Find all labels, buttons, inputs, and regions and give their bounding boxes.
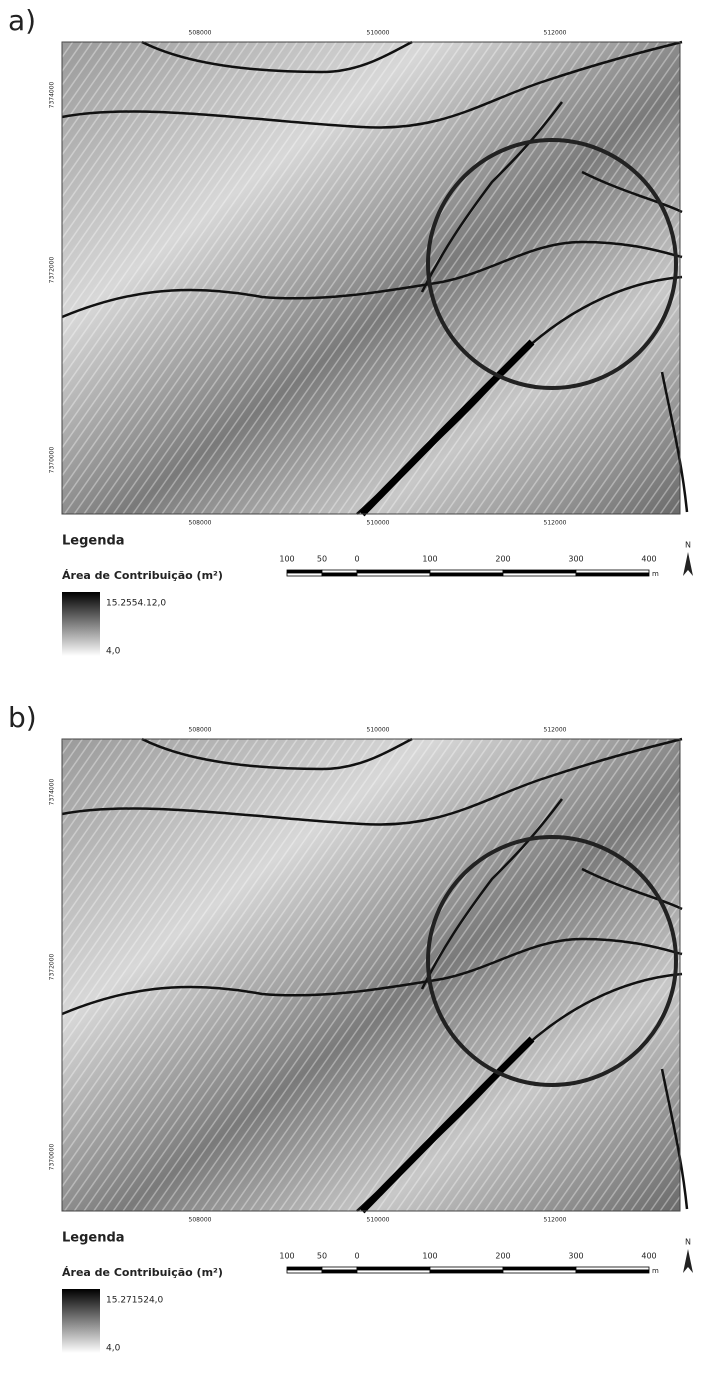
map [62, 739, 687, 1211]
left-coord: 7370000 [49, 1143, 56, 1170]
scale-segment [287, 573, 322, 576]
bottom-coord: 512000 [544, 1217, 567, 1224]
scale-segment [322, 570, 357, 573]
top-coord: 508000 [189, 30, 212, 37]
scale-segment [357, 570, 430, 573]
scale-segment [576, 573, 649, 576]
top-coord: 508000 [189, 727, 212, 734]
figure: a) 508000 510000 512000 508000 510000 512000 73… [0, 0, 707, 1385]
panel: a) 508000 510000 512000 508000 510000 512000 73… [8, 4, 693, 657]
scale-segment [503, 573, 576, 576]
legend-subtitle: Área de Contribuição (m²) [62, 569, 223, 582]
scale-label: 200 [495, 555, 510, 564]
scale-segment [576, 570, 649, 573]
left-coord: 7374000 [49, 81, 56, 108]
scale-segment [430, 1267, 503, 1270]
bottom-coord: 508000 [189, 520, 212, 527]
scale-label: 50 [317, 555, 327, 564]
scale-segment [503, 1270, 576, 1273]
scale-segment [576, 1270, 649, 1273]
scale-label: 100 [279, 1252, 294, 1261]
scale-label: 400 [641, 1252, 656, 1261]
legend-subtitle: Área de Contribuição (m²) [62, 1266, 223, 1279]
bottom-coord: 510000 [367, 520, 390, 527]
ramp-max: 15.271524,0 [106, 1296, 164, 1306]
legend-title: Legenda [62, 534, 125, 549]
ramp-max: 15.2554.12,0 [106, 599, 166, 609]
scale-segment [322, 1267, 357, 1270]
color-ramp [62, 592, 100, 656]
scale-label: 0 [354, 555, 359, 564]
scale-segment [357, 1270, 430, 1273]
top-coord: 510000 [367, 30, 390, 37]
left-coord: 7370000 [49, 446, 56, 473]
scale-segment [357, 1267, 430, 1270]
scale-segment [287, 1270, 322, 1273]
scale-segment [322, 1270, 357, 1273]
scale-label: 100 [279, 555, 294, 564]
scale-label: 300 [568, 1252, 583, 1261]
scale-label: 0 [354, 1252, 359, 1261]
left-coord: 7374000 [49, 778, 56, 805]
bottom-coord: 512000 [544, 520, 567, 527]
north-label: N [685, 1238, 691, 1247]
scale-segment [503, 570, 576, 573]
scale-unit: m [652, 1267, 659, 1275]
top-coord: 512000 [544, 727, 567, 734]
scale-segment [430, 573, 503, 576]
scale-segment [576, 1267, 649, 1270]
color-ramp [62, 1289, 100, 1353]
left-coord: 7372000 [49, 256, 56, 283]
scale-segment [503, 1267, 576, 1270]
left-coord: 7372000 [49, 953, 56, 980]
panel: b) 508000 510000 512000 508000 510000 512000 73… [8, 701, 693, 1354]
scale-label: 300 [568, 555, 583, 564]
scale-label: 200 [495, 1252, 510, 1261]
scale-label: 400 [641, 555, 656, 564]
north-label: N [685, 541, 691, 550]
scale-label: 100 [422, 555, 437, 564]
scale-segment [357, 573, 430, 576]
scale-segment [430, 570, 503, 573]
map [62, 42, 687, 514]
legend-title: Legenda [62, 1231, 125, 1246]
north-arrow [683, 552, 693, 576]
scale-segment [322, 573, 357, 576]
top-coord: 510000 [367, 727, 390, 734]
top-coord: 512000 [544, 30, 567, 37]
panel-label: b) [8, 701, 37, 734]
scale-segment [430, 1270, 503, 1273]
scale-segment [287, 570, 322, 573]
scale-label: 100 [422, 1252, 437, 1261]
ramp-min: 4,0 [106, 647, 121, 657]
panel-label: a) [8, 4, 36, 37]
ramp-min: 4,0 [106, 1344, 121, 1354]
scale-unit: m [652, 570, 659, 578]
north-arrow [683, 1249, 693, 1273]
bottom-coord: 510000 [367, 1217, 390, 1224]
scale-segment [287, 1267, 322, 1270]
scale-label: 50 [317, 1252, 327, 1261]
bottom-coord: 508000 [189, 1217, 212, 1224]
